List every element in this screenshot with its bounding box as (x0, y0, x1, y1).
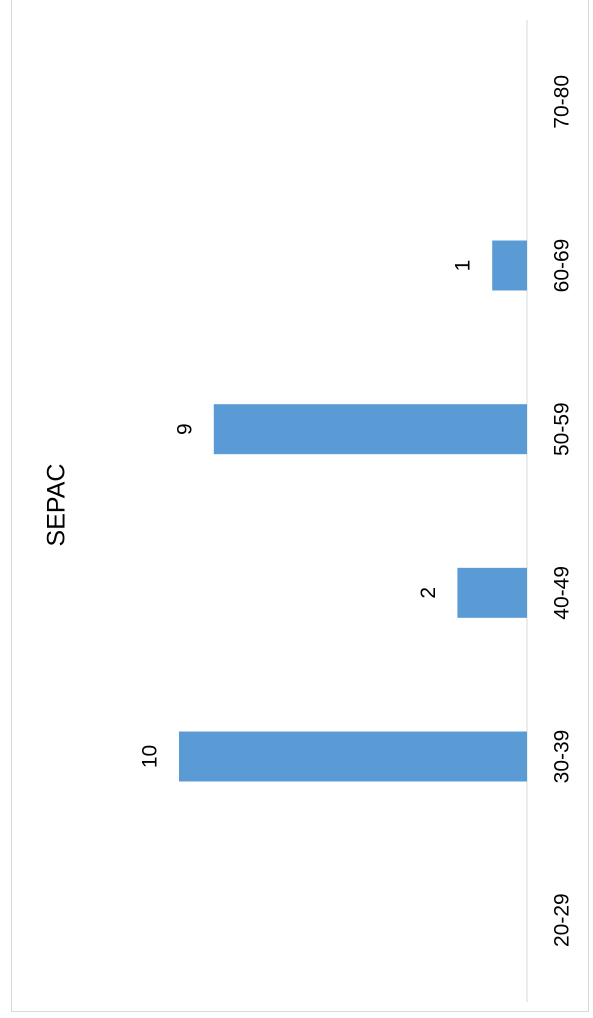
chart-frame (11, 0, 589, 1012)
data-label-40-49: 2 (417, 587, 440, 599)
bar-50-59 (213, 404, 528, 455)
tick-label-60-69: 60-69 (551, 239, 574, 293)
tick-label-40-49: 40-49 (551, 566, 574, 620)
chart-title: SEPAC (43, 464, 71, 547)
data-label-50-59: 9 (173, 423, 196, 435)
bar-40-49 (457, 567, 527, 618)
tick-label-20-29: 20-29 (551, 893, 574, 947)
data-label-60-69: 1 (452, 260, 475, 272)
bar-60-69 (492, 240, 527, 291)
tick-label-30-39: 30-39 (551, 730, 574, 784)
tick-label-50-59: 50-59 (551, 402, 574, 456)
bar-30-39 (179, 731, 527, 782)
tick-label-70-80: 70-80 (551, 75, 574, 129)
data-label-30-39: 10 (139, 745, 162, 768)
